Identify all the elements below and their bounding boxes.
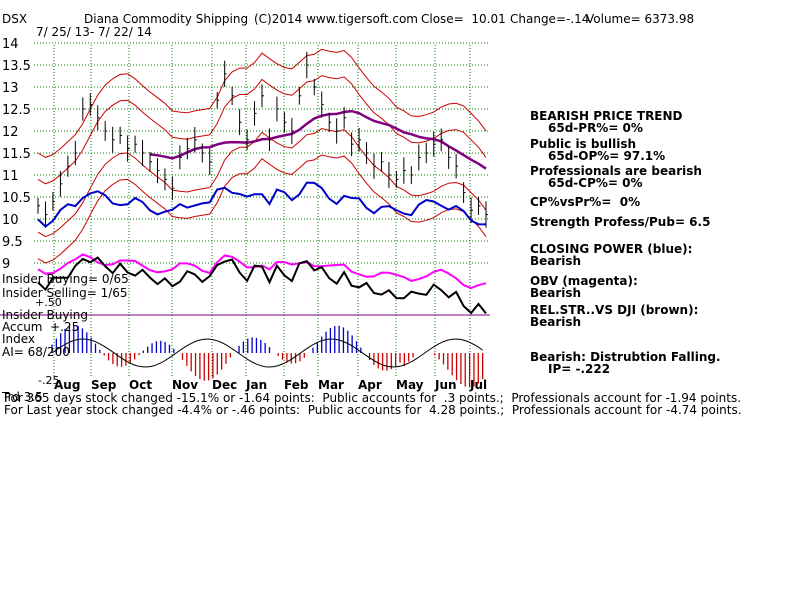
x-tick-label: Dec — [212, 378, 237, 392]
ticker: DSX — [2, 12, 28, 26]
footer-line-1: For 365 days stock changed -15.1% or -1.… — [4, 391, 742, 405]
company-name: Diana Commodity Shipping — [84, 12, 249, 26]
x-tick-label: Apr — [358, 378, 382, 392]
obv-line — [37, 253, 487, 290]
ma65 — [149, 109, 487, 170]
x-tick-label: Jan — [245, 378, 267, 392]
strength-ratio: Strength Profess/Pub= 6.5 — [530, 215, 711, 229]
date-range: 7/ 25/ 13- 7/ 22/ 14 — [36, 25, 152, 39]
relstr-line — [37, 256, 487, 315]
public-title: Public is bullish — [530, 137, 637, 151]
public-value: 65d-OP%= 97.1% — [548, 149, 666, 163]
accum-value: IP= -.222 — [548, 362, 611, 376]
price-bars — [37, 51, 488, 228]
obv — [37, 253, 487, 290]
y-tick-label: 10 — [2, 213, 19, 228]
trend-title: BEARISH PRICE TREND — [530, 109, 683, 123]
y-tick-label: 13.5 — [2, 59, 31, 74]
footer-line-2: For Last year stock changed -4.4% or -.4… — [4, 403, 742, 417]
insider-buying-line-label: Insider Buying — [2, 308, 88, 322]
upper-band — [37, 48, 487, 158]
change-value: Change=-.14 — [510, 12, 590, 26]
x-tick-label: Jul — [469, 378, 487, 392]
closing-power-line — [37, 181, 487, 228]
plus50-label: +.50 — [35, 296, 62, 309]
x-axis-months: Aug Sep Oct Nov Dec Jan Feb Mar Apr May Jun Jul — [54, 378, 487, 392]
y-axis-ticks: 9 9.5 10 10.5 11 11.5 12 12.5 13 13.5 14 — [2, 37, 31, 272]
x-tick-label: Nov — [172, 378, 198, 392]
minus25-label: -.25 — [38, 374, 60, 387]
y-tick-label: 11.5 — [2, 147, 31, 162]
pro-title: Professionals are bearish — [530, 164, 702, 178]
accum-title: Bearish: Distrubtion Falling. — [530, 350, 721, 364]
ai-label: AI= 68/200 — [2, 345, 70, 359]
price-bands — [37, 48, 487, 264]
accum-ma — [51, 338, 483, 368]
inner-lower-band — [37, 127, 487, 238]
y-tick-label: 10.5 — [2, 191, 31, 206]
relstr — [37, 256, 487, 315]
relstr-value: Bearish — [530, 315, 582, 329]
y-tick-label: 13 — [2, 81, 19, 96]
relstr-title: REL.STR..VS DJI (brown): — [530, 303, 699, 317]
x-tick-label: Feb — [284, 378, 309, 392]
close-value: Close= 10.01 — [421, 12, 506, 26]
accum-label: Accum +.25 — [2, 320, 80, 334]
moving-average — [149, 109, 487, 170]
obv-title: OBV (magenta): — [530, 274, 638, 288]
volume-value: Volume= 6373.98 — [586, 12, 695, 26]
index-label: Index — [2, 332, 36, 346]
x-tick-label: Aug — [54, 378, 80, 392]
copyright: (C)2014 www.tigersoft.com — [254, 12, 418, 26]
x-tick-label: May — [396, 378, 424, 392]
x-tick-label: Oct — [129, 378, 152, 392]
pro-value: 65d-CP%= 0% — [548, 176, 643, 190]
x-tick-label: Jun — [434, 378, 457, 392]
accum-index-panel — [0, 314, 490, 388]
price-gridlines — [34, 42, 490, 378]
inner-upper-band — [37, 75, 487, 185]
trd-label: Trd 3.5 — [2, 390, 43, 404]
y-tick-label: 11 — [2, 169, 19, 184]
closing-power — [37, 181, 487, 228]
closing-power-title: CLOSING POWER (blue): — [530, 242, 693, 256]
lower-band — [37, 154, 487, 264]
y-tick-label: 14 — [2, 37, 19, 52]
obv-value: Bearish — [530, 286, 582, 300]
insider-selling: Insider Selling= 1/65 — [2, 286, 128, 300]
y-tick-label: 12 — [2, 125, 19, 140]
insider-buying: Insider Buying= 0/65 — [2, 272, 129, 286]
y-tick-label: 9 — [2, 257, 10, 272]
x-tick-label: Mar — [318, 378, 344, 392]
y-tick-label: 9.5 — [2, 235, 23, 250]
trend-value: 65d-PR%= 0% — [548, 121, 643, 135]
y-tick-label: 12.5 — [2, 103, 31, 118]
x-tick-label: Sep — [91, 378, 117, 392]
cp-vs-pr: CP%vsPr%= 0% — [530, 195, 641, 209]
closing-power-value: Bearish — [530, 254, 582, 268]
